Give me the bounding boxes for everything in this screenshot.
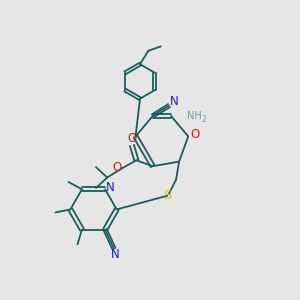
Text: O: O bbox=[190, 128, 200, 142]
Text: O: O bbox=[112, 160, 122, 174]
Text: N: N bbox=[111, 248, 120, 261]
Text: N: N bbox=[170, 95, 179, 109]
Text: 2: 2 bbox=[202, 115, 206, 124]
Text: O: O bbox=[127, 132, 136, 146]
Text: S: S bbox=[163, 189, 171, 202]
Text: NH: NH bbox=[188, 111, 202, 121]
Text: N: N bbox=[106, 182, 115, 194]
